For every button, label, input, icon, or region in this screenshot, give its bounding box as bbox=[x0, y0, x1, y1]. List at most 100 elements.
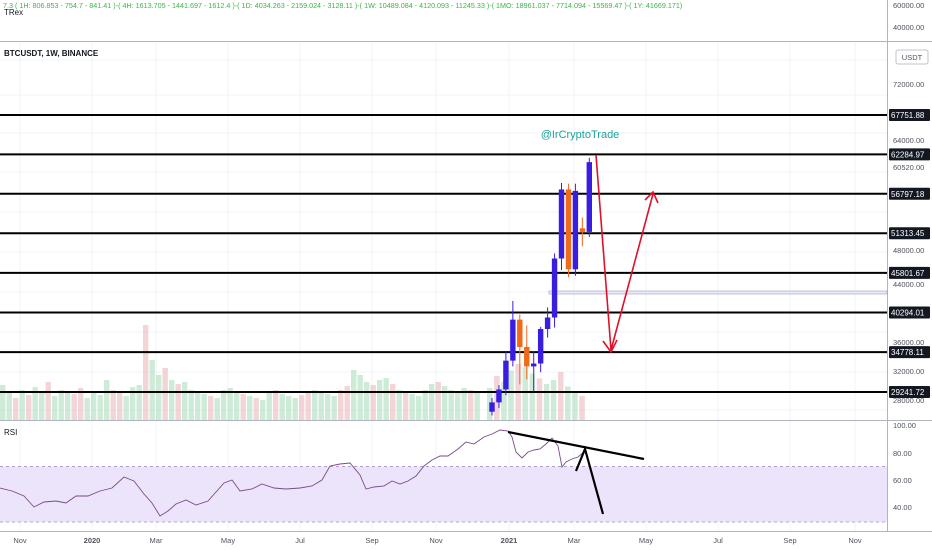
volume-bar bbox=[370, 385, 376, 420]
volume-bar bbox=[39, 393, 45, 420]
projection-arrows bbox=[595, 154, 659, 354]
rsi-line bbox=[0, 429, 585, 517]
volume-bar bbox=[169, 380, 175, 420]
volume-bars bbox=[0, 325, 585, 420]
volume-bar bbox=[253, 398, 259, 420]
volume-bar bbox=[312, 390, 318, 420]
axis-tick-label: 40000.00 bbox=[893, 23, 924, 32]
volume-bar bbox=[357, 375, 363, 420]
volume-bar bbox=[110, 390, 116, 420]
volume-bar bbox=[117, 393, 123, 420]
volume-bar bbox=[579, 396, 585, 420]
level-price-tag bbox=[889, 346, 930, 359]
rsi-trend-line bbox=[507, 430, 645, 461]
axis-tick-label: 64000.00 bbox=[893, 136, 924, 145]
arrowhead-down bbox=[602, 339, 618, 354]
time-axis-label: May bbox=[639, 536, 653, 545]
volume-bar bbox=[162, 368, 168, 420]
candle-body bbox=[510, 319, 516, 361]
volume-bar bbox=[45, 382, 51, 420]
axis-tick-label: 60000.00 bbox=[893, 1, 924, 10]
time-axis-label: Nov bbox=[13, 536, 27, 545]
volume-bar bbox=[508, 370, 514, 420]
volume-bar bbox=[234, 392, 240, 420]
volume-bar bbox=[149, 360, 155, 420]
level-price-tag bbox=[889, 187, 930, 200]
axis-tick-label: 44000.00 bbox=[893, 280, 924, 289]
candle-body bbox=[489, 402, 495, 412]
volume-bar bbox=[123, 396, 129, 420]
price-pane bbox=[0, 42, 887, 420]
volume-bar bbox=[536, 378, 543, 420]
volume-bar bbox=[409, 394, 415, 420]
level-price-tag bbox=[889, 148, 930, 161]
volume-bar bbox=[305, 393, 311, 420]
candle-body bbox=[565, 189, 572, 270]
axis-tick-label: 36000.00 bbox=[893, 338, 924, 347]
volume-bar bbox=[32, 387, 38, 420]
level-price-tag bbox=[889, 266, 930, 279]
time-axis-label: Jul bbox=[713, 536, 723, 545]
candle-body bbox=[551, 258, 558, 318]
support-zone bbox=[548, 290, 888, 295]
projection-path bbox=[595, 154, 654, 351]
volume-bar bbox=[558, 372, 564, 420]
volume-bar bbox=[299, 395, 305, 420]
level-price-label: 29241.72 bbox=[891, 388, 925, 397]
level-price-tag bbox=[889, 227, 930, 240]
volume-bar bbox=[240, 394, 246, 420]
volume-bar bbox=[448, 390, 454, 420]
volume-bar bbox=[455, 392, 461, 420]
candle-body bbox=[496, 389, 502, 403]
volume-bar bbox=[188, 390, 194, 420]
volume-bar bbox=[273, 390, 279, 420]
volume-bar bbox=[6, 392, 12, 420]
axis-tick-label: 60520.00 bbox=[893, 163, 924, 172]
volume-bar bbox=[208, 396, 214, 420]
volume-bar bbox=[338, 390, 344, 420]
level-price-label: 34778.11 bbox=[891, 348, 924, 357]
time-axis-label: Nov bbox=[429, 536, 443, 545]
volume-bar bbox=[461, 388, 467, 420]
volume-bar bbox=[182, 382, 188, 420]
volume-bar bbox=[104, 380, 110, 420]
level-price-tag bbox=[889, 306, 930, 319]
volume-bar bbox=[474, 392, 480, 420]
volume-bar bbox=[130, 387, 136, 420]
volume-bar bbox=[364, 382, 370, 420]
level-price-label: 51313.45 bbox=[891, 229, 925, 238]
rsi-axis-tick-label: 100.00 bbox=[893, 421, 916, 430]
axis-tick-label: 28000.00 bbox=[893, 396, 924, 405]
volume-bar bbox=[565, 386, 571, 420]
volume-bar bbox=[331, 396, 337, 420]
volume-bar bbox=[91, 391, 97, 420]
arrowhead-up bbox=[644, 190, 659, 204]
trex-values: 7.3 ( 1H: 806.853 - 754.7 - 841.41 )-( 4… bbox=[3, 1, 682, 10]
volume-bar bbox=[19, 390, 25, 420]
level-price-label: 56797.18 bbox=[891, 190, 925, 199]
rsi-band bbox=[0, 466, 887, 522]
volume-bar bbox=[292, 398, 298, 420]
time-axis-label: May bbox=[221, 536, 235, 545]
candle-body bbox=[586, 162, 592, 232]
volume-bar bbox=[318, 392, 324, 420]
volume-bar bbox=[383, 378, 389, 420]
time-axis-label: Nov bbox=[848, 536, 862, 545]
candle-body bbox=[558, 189, 565, 259]
volume-bar bbox=[175, 384, 181, 420]
axis-tick-label: 72000.00 bbox=[893, 80, 924, 89]
volume-bar bbox=[195, 392, 201, 420]
candle-body bbox=[544, 317, 551, 330]
volume-bar bbox=[26, 395, 32, 420]
volume-bar bbox=[247, 396, 253, 420]
volume-bar bbox=[377, 380, 383, 420]
volume-bar bbox=[58, 390, 64, 420]
level-price-label: 62284.97 bbox=[891, 150, 925, 159]
volume-bar bbox=[344, 386, 350, 420]
rsi-axis-tick-label: 60.00 bbox=[893, 476, 912, 485]
level-price-label: 67751.88 bbox=[891, 111, 925, 120]
trex-title: TRex bbox=[4, 8, 23, 17]
level-price-tag bbox=[889, 386, 930, 398]
time-axis-label: Mar bbox=[568, 536, 581, 545]
